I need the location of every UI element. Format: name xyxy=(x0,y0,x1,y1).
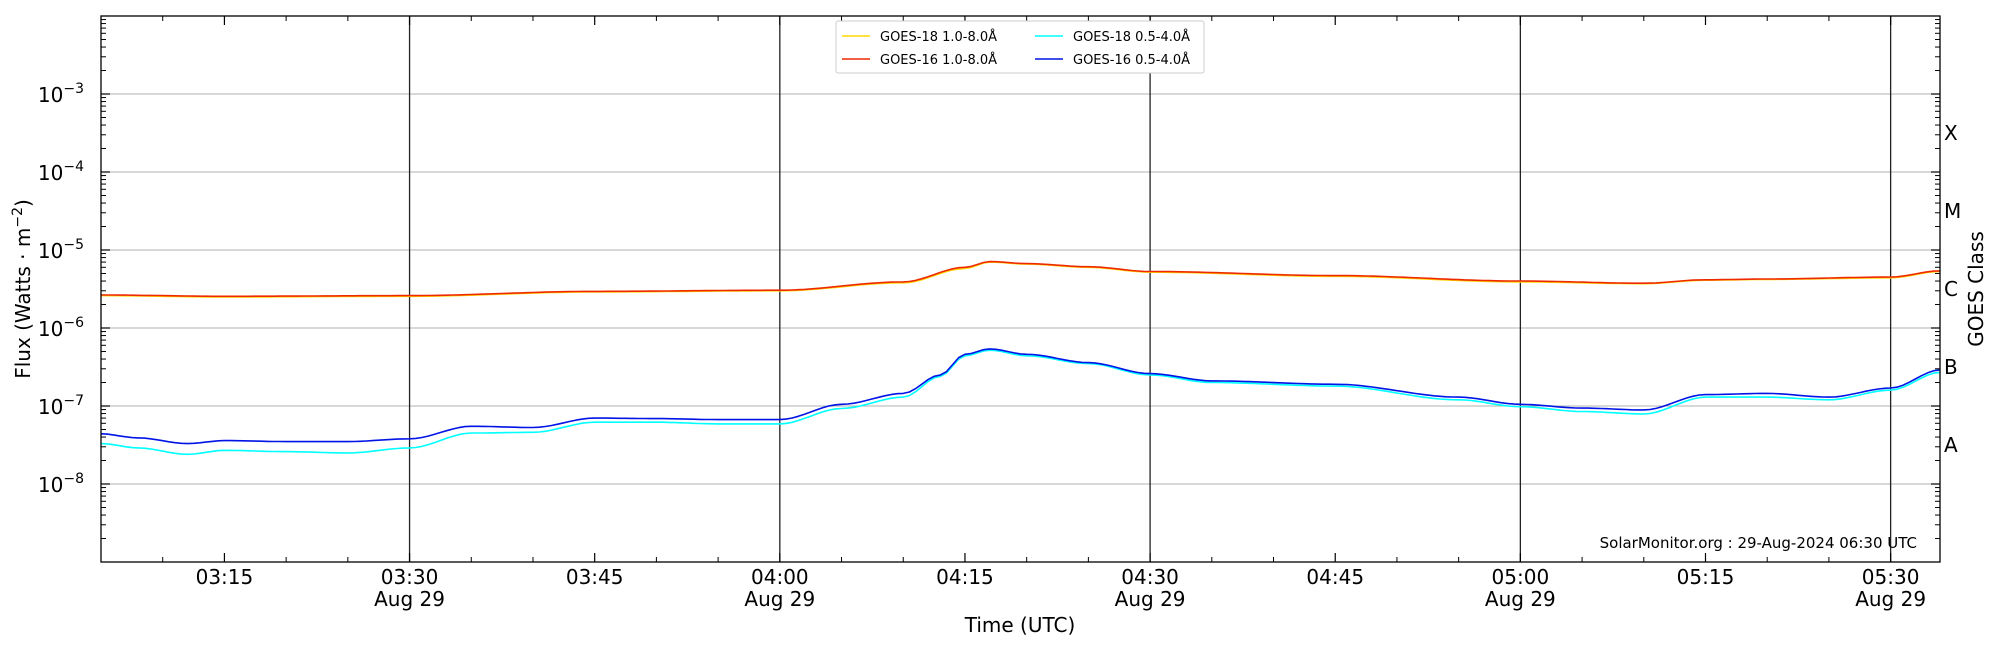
y-tick-label: 10−4 xyxy=(38,159,84,185)
goes-class-label: M xyxy=(1944,199,1961,223)
solarmonitor-timestamp: SolarMonitor.org : 29-Aug-2024 06:30 UTC xyxy=(1600,534,1917,552)
goes-class-label: X xyxy=(1944,121,1958,145)
vertical-lines-layer xyxy=(408,16,1892,562)
y-tick-label-base: 10 xyxy=(38,83,63,107)
series-line-1 xyxy=(101,260,1941,298)
x-tick-date-label: Aug 29 xyxy=(1855,587,1926,611)
y-tick-label: 10−7 xyxy=(38,393,84,419)
series-layer xyxy=(100,260,1941,456)
goes-class-label: B xyxy=(1944,355,1958,379)
y-tick-label-base: 10 xyxy=(38,161,63,185)
x-tick-time-label: 04:00 xyxy=(751,565,809,589)
y-tick-label: 10−3 xyxy=(38,81,84,107)
x-tick-time-label: 03:45 xyxy=(566,565,624,589)
y-tick-label-exponent: −6 xyxy=(63,315,84,331)
y-axis-title-close: ) xyxy=(11,199,35,207)
y-tick-label-exponent: −5 xyxy=(63,237,84,253)
y-tick-label: 10−8 xyxy=(38,471,84,497)
x-tick-time-label: 03:30 xyxy=(381,565,439,589)
y-axis-title-main: Flux (Watts · m xyxy=(11,228,35,379)
x-tick-time-label: 03:15 xyxy=(196,565,254,589)
x-axis-title: Time (UTC) xyxy=(964,613,1076,637)
y-tick-label: 10−5 xyxy=(38,237,84,263)
y-tick-label-exponent: −3 xyxy=(63,81,84,97)
x-tick-time-label: 05:15 xyxy=(1677,565,1735,589)
x-tick-time-label: 05:30 xyxy=(1862,565,1920,589)
y-tick-label-base: 10 xyxy=(38,239,63,263)
y-tick-label-exponent: −7 xyxy=(63,393,84,409)
y-axis-title-exponent: −2 xyxy=(10,207,26,228)
y-tick-label-exponent: −4 xyxy=(63,159,84,175)
y-tick-label: 10−6 xyxy=(38,315,84,341)
x-tick-time-label: 04:15 xyxy=(936,565,994,589)
right-axis-title: GOES Class xyxy=(1964,231,1988,347)
legend: GOES-18 1.0-8.0Å GOES-16 1.0-8.0Å GOES-1… xyxy=(835,20,1205,74)
grid-layer xyxy=(101,93,1940,485)
y-tick-label-base: 10 xyxy=(38,317,63,341)
y-axis-title: Flux (Watts · m−2) xyxy=(10,199,35,379)
x-tick-date-label: Aug 29 xyxy=(1485,587,1556,611)
x-tick-date-label: Aug 29 xyxy=(374,587,445,611)
legend-label-goes16-long: GOES-16 1.0-8.0Å xyxy=(880,52,997,68)
goes-class-label: A xyxy=(1944,433,1958,457)
series-line-0 xyxy=(101,261,1941,298)
x-tick-time-label: 04:45 xyxy=(1306,565,1364,589)
legend-label-goes18-short: GOES-18 0.5-4.0Å xyxy=(1073,29,1190,45)
series-line-2 xyxy=(100,349,1941,456)
x-tick-time-label: 05:00 xyxy=(1492,565,1550,589)
y-tick-label-base: 10 xyxy=(38,473,63,497)
legend-label-goes18-long: GOES-18 1.0-8.0Å xyxy=(880,29,997,45)
y-tick-label-exponent: −8 xyxy=(63,471,84,487)
x-tick-date-label: Aug 29 xyxy=(744,587,815,611)
x-tick-date-label: Aug 29 xyxy=(1115,587,1186,611)
series-line-3 xyxy=(100,348,1941,445)
y-tick-label-base: 10 xyxy=(38,395,63,419)
plot-frame xyxy=(100,15,1941,563)
legend-box xyxy=(835,20,1205,74)
goes-class-label: C xyxy=(1944,277,1958,301)
x-tick-time-label: 04:30 xyxy=(1121,565,1179,589)
legend-label-goes16-short: GOES-16 0.5-4.0Å xyxy=(1073,52,1190,68)
